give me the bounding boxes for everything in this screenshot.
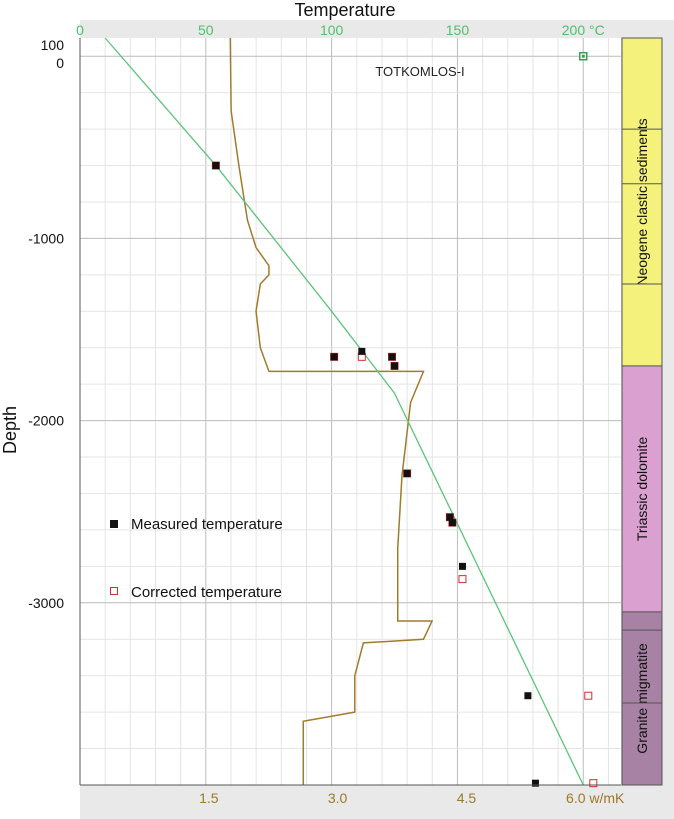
legend: Measured temperature Corrected temperatu… (110, 516, 283, 601)
chart-title: Temperature (294, 0, 395, 20)
geotherm-line (104, 37, 584, 786)
lithology-unit (621, 365, 663, 613)
corrected-point-center (581, 54, 585, 58)
measured-point (330, 353, 338, 361)
top-tick-label: 200 °C (562, 22, 605, 38)
measured-point (446, 513, 454, 521)
measured-point (358, 347, 366, 355)
top-tick-label: 0 (76, 22, 84, 38)
y-axis-label: Depth (0, 406, 20, 454)
well-name-label: TOTKOMLOS-I (375, 64, 464, 79)
measured-point (388, 353, 396, 361)
corrected-point (584, 691, 593, 700)
temperature-points (211, 51, 598, 788)
geotherm-polyline (104, 37, 584, 786)
conductivity-polyline (229, 37, 434, 785)
measured-point (448, 519, 456, 527)
y-tick-label: 0 (56, 55, 64, 71)
bottom-tick-label: 1.5 (199, 790, 219, 806)
top-tick-label: 100 (320, 22, 344, 38)
y-tick-label: -2000 (28, 413, 64, 429)
measured-point (391, 362, 399, 370)
lithology-label: Granite migmatite (634, 643, 650, 754)
measured-point (524, 692, 532, 700)
measured-point (458, 562, 466, 570)
legend-measured-marker (110, 520, 118, 528)
lithology-unit (621, 611, 663, 786)
plot-area (80, 38, 621, 785)
lithology-column: Neogene clastic sediments Triassic dolomi… (621, 37, 663, 786)
lithology-label: Neogene clastic sediments (634, 118, 650, 285)
y-tick-label: -1000 (28, 230, 64, 246)
top-tick-label: 150 (446, 22, 470, 38)
y-tick-label: -3000 (28, 595, 64, 611)
measured-point (531, 779, 539, 787)
legend-corrected-marker (110, 587, 118, 595)
axes: 0 50 100 150 200 °C 1.5 3.0 4.5 6.0 w/mK 100 0 -100… (28, 22, 625, 806)
bottom-tick-label: 6.0 w/mK (566, 790, 625, 806)
y-tick-label: 100 (41, 37, 65, 53)
bottom-tick-label: 3.0 (328, 790, 348, 806)
grid (80, 38, 621, 785)
bottom-tick-label: 4.5 (457, 790, 477, 806)
legend-measured-label: Measured temperature (131, 516, 283, 533)
measured-point (403, 469, 411, 477)
legend-corrected-label: Corrected temperature (131, 584, 282, 601)
conductivity-profile (229, 37, 434, 785)
measured-point (212, 162, 220, 170)
lithology-label: Triassic dolomite (634, 436, 650, 541)
top-tick-label: 50 (198, 22, 214, 38)
corrected-point (589, 779, 598, 788)
corrected-point (458, 575, 467, 584)
lithology-unit (621, 37, 663, 367)
